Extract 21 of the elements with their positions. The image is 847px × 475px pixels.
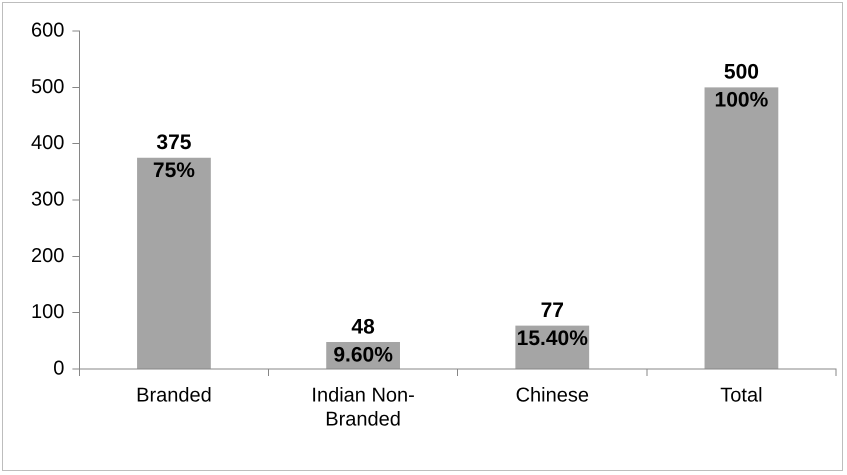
data-label: 500 bbox=[724, 60, 759, 84]
x-tick-label: Branded bbox=[136, 384, 212, 407]
bar bbox=[704, 87, 778, 368]
data-label: 77 bbox=[540, 298, 564, 322]
data-label: 48 bbox=[351, 315, 376, 338]
y-tick-label: 300 bbox=[30, 188, 64, 211]
bar bbox=[137, 158, 211, 368]
y-tick-label: 0 bbox=[53, 358, 64, 380]
annotation: 100% bbox=[714, 88, 769, 112]
x-tick-label: Total bbox=[720, 384, 763, 407]
y-tick-label: 500 bbox=[30, 76, 64, 98]
y-tick-label: 600 bbox=[30, 20, 64, 42]
annotation: 15.40% bbox=[516, 326, 588, 350]
y-tick-label: 200 bbox=[30, 244, 64, 267]
annotation: 9.60% bbox=[333, 343, 394, 366]
x-tick-label: Indian Non-Branded bbox=[311, 384, 415, 431]
data-label: 375 bbox=[156, 131, 192, 154]
y-tick-label: 400 bbox=[30, 132, 64, 154]
annotation: 75% bbox=[152, 159, 196, 182]
y-tick-label: 100 bbox=[30, 301, 64, 324]
x-tick-label: Chinese bbox=[516, 384, 589, 407]
